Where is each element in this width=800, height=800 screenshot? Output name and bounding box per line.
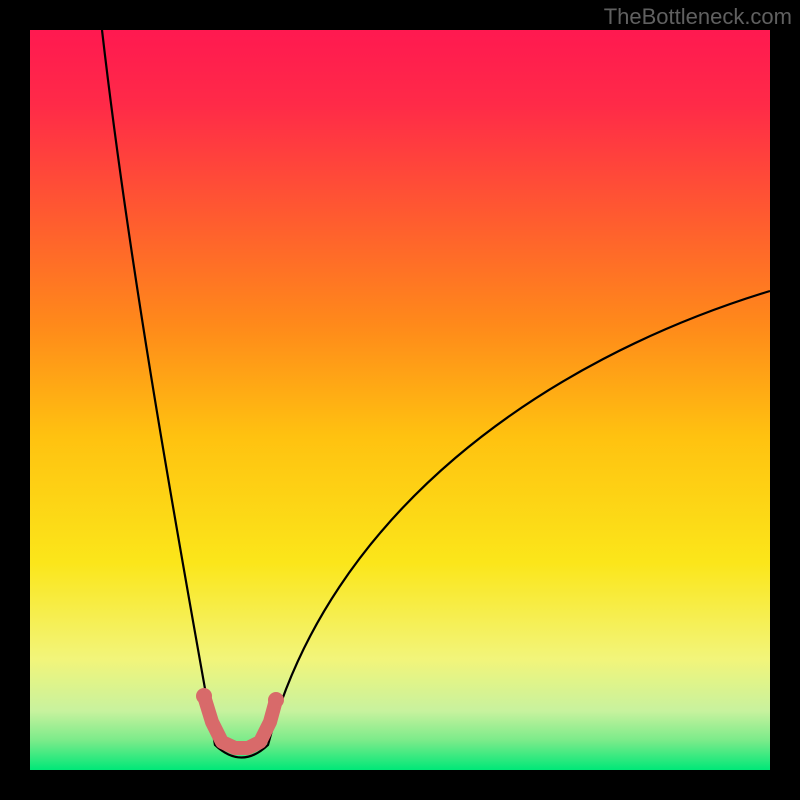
bottleneck-chart-svg: [0, 0, 800, 800]
chart-background: [30, 30, 770, 770]
marker-dot-right: [268, 692, 284, 708]
watermark-text: TheBottleneck.com: [604, 4, 792, 30]
marker-dot-left: [196, 688, 212, 704]
chart-root: TheBottleneck.com: [0, 0, 800, 800]
